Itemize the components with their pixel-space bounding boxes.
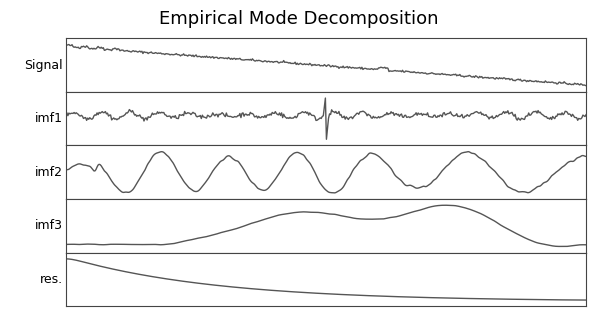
Y-axis label: imf3: imf3 bbox=[35, 219, 63, 232]
Y-axis label: res.: res. bbox=[40, 273, 63, 286]
Y-axis label: imf1: imf1 bbox=[35, 112, 63, 125]
Text: Empirical Mode Decomposition: Empirical Mode Decomposition bbox=[159, 10, 439, 27]
Y-axis label: imf2: imf2 bbox=[35, 166, 63, 179]
Y-axis label: Signal: Signal bbox=[25, 59, 63, 71]
